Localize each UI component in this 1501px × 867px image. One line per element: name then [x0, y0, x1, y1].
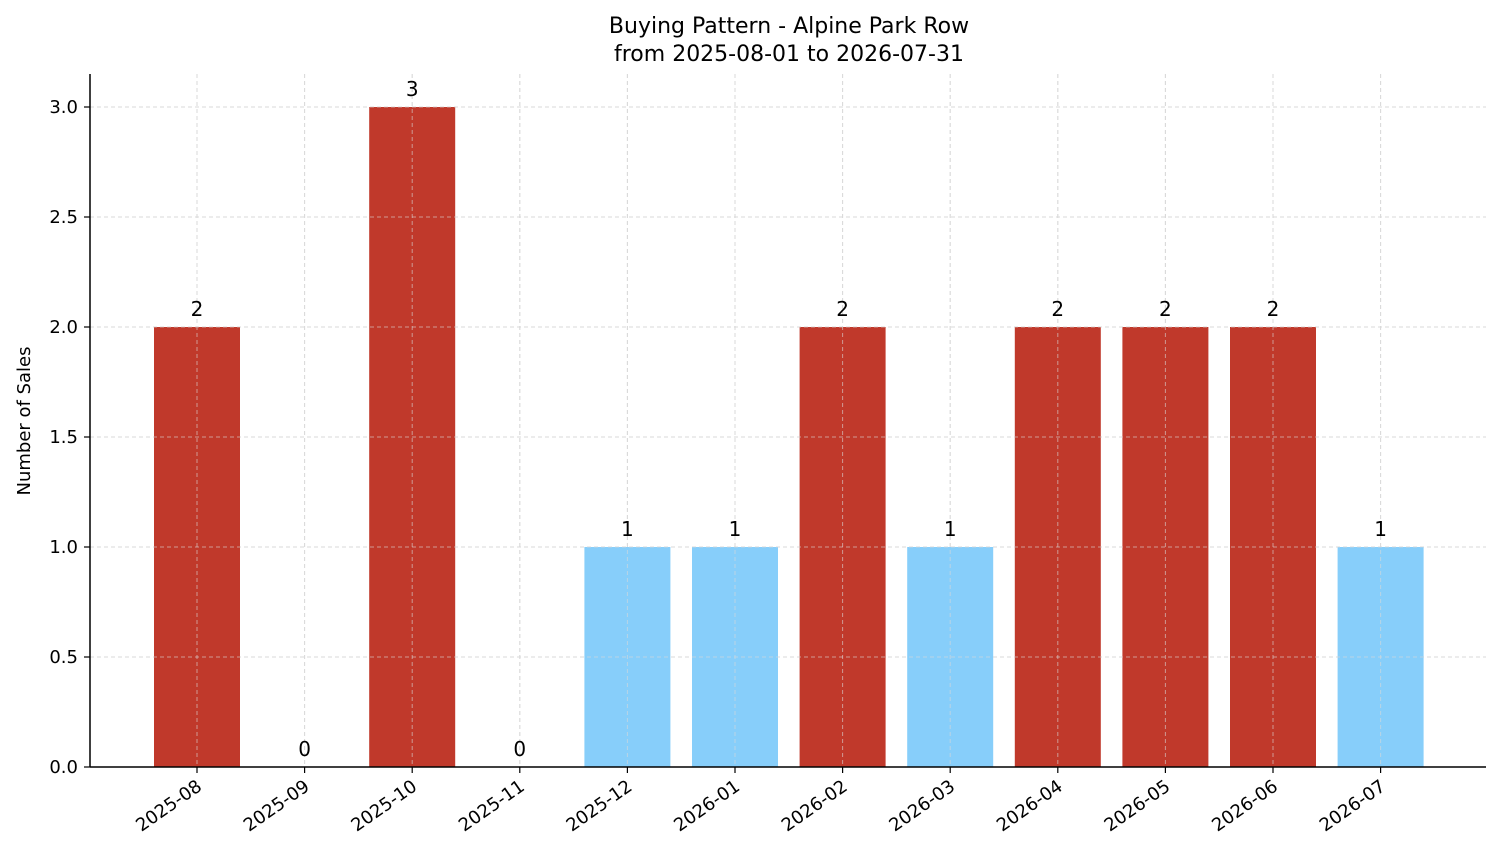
y-tick-label: 3.0: [49, 97, 78, 118]
bars: [90, 74, 1486, 768]
data-label: 1: [944, 517, 957, 541]
x-tick-label: 2025-09: [240, 776, 314, 836]
axes: [84, 74, 1486, 773]
y-tick-label: 0.5: [49, 647, 78, 668]
data-label: 0: [513, 737, 526, 761]
y-tick-label: 0.0: [49, 757, 78, 778]
x-tick-label: 2026-06: [1208, 776, 1282, 836]
x-tick-label: 2026-02: [778, 776, 852, 836]
x-tick-label: 2025-08: [132, 776, 206, 836]
y-tick-label: 1.0: [49, 537, 78, 558]
data-label: 2: [1267, 297, 1280, 321]
x-tick-label: 2026-05: [1101, 776, 1175, 836]
y-tick-label: 2.5: [49, 207, 78, 228]
x-tick-label: 2026-03: [885, 776, 959, 836]
chart-title: Buying Pattern - Alpine Park Row: [609, 14, 969, 39]
data-label: 2: [1159, 297, 1172, 321]
x-tick-label: 2025-10: [347, 776, 421, 836]
chart-subtitle: from 2025-08-01 to 2026-07-31: [614, 42, 964, 67]
x-tick-label: 2026-01: [670, 776, 744, 836]
data-labels: 2 0 3 0 1 1 2 1 2 2 2 1: [191, 77, 1387, 761]
x-tick-label: 2026-07: [1316, 776, 1390, 836]
x-tick-label: 2026-04: [993, 776, 1067, 836]
y-axis-label: Number of Sales: [14, 346, 35, 495]
data-label: 2: [191, 297, 204, 321]
data-label: 2: [1051, 297, 1064, 321]
x-tick-label: 2025-11: [455, 776, 529, 836]
x-tick-label: 2025-12: [563, 776, 637, 836]
data-label: 1: [729, 517, 742, 541]
data-label: 1: [621, 517, 634, 541]
data-label: 3: [406, 77, 419, 101]
y-tick-label: 1.5: [49, 427, 78, 448]
data-label: 1: [1374, 517, 1387, 541]
data-label: 2: [836, 297, 849, 321]
data-label: 0: [298, 737, 311, 761]
y-tick-label: 2.0: [49, 317, 78, 338]
